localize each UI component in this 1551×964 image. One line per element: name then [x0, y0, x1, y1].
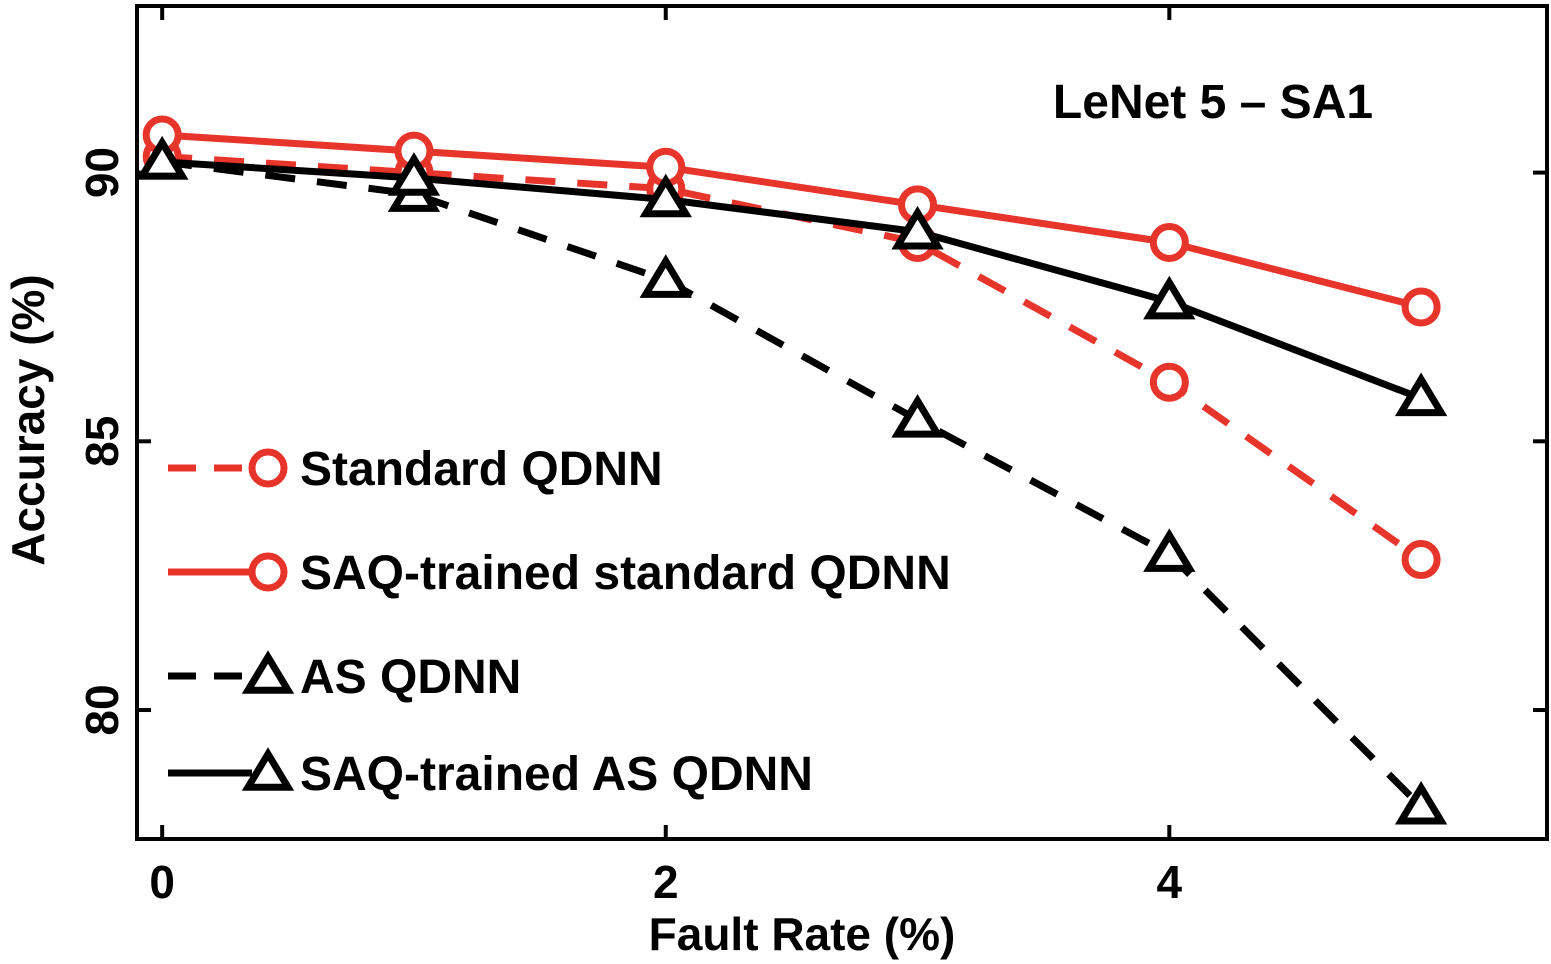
- series-4-point-3: [891, 205, 944, 250]
- series-3-point-3: [891, 394, 944, 438]
- series-2-point-4: [1149, 222, 1189, 262]
- legend-marker-3: [241, 650, 295, 694]
- chart-title: LeNet 5 – SA1: [1053, 76, 1373, 129]
- legend-label-2: SAQ-trained standard QDNN: [300, 547, 951, 600]
- series-1-point-5: [1401, 540, 1441, 580]
- legend-item-1: Standard QDNN: [168, 443, 663, 496]
- series-4-point-4: [1143, 275, 1196, 320]
- legend-marker-2: [248, 552, 288, 592]
- series-layer: [135, 115, 1448, 825]
- x-axis-title: Fault Rate (%): [649, 908, 956, 960]
- legend-item-3: AS QDNN: [168, 650, 521, 704]
- x-tick-label-4: 4: [1157, 856, 1183, 908]
- legend-item-2: SAQ-trained standard QDNN: [168, 547, 951, 600]
- series-2: [142, 115, 1441, 327]
- plot-frame: [135, 4, 1549, 841]
- series-3-point-4: [1143, 528, 1196, 572]
- x-tick-label-2: 2: [653, 856, 679, 908]
- series-4-point-2: [639, 173, 692, 218]
- series-4: [135, 136, 1448, 417]
- series-1: [142, 136, 1441, 580]
- series-3-line: [161, 158, 1424, 810]
- series-4-point-0: [135, 136, 189, 180]
- legend-marker-1: [248, 448, 288, 488]
- series-4-point-1: [387, 152, 441, 196]
- legend-label-4: SAQ-trained AS QDNN: [300, 748, 813, 801]
- legend-marker-4: [241, 747, 295, 791]
- x-tick-label-0: 0: [149, 856, 175, 908]
- series-3-point-5: [1394, 780, 1448, 825]
- series-2-point-5: [1401, 287, 1441, 327]
- legend-label-1: Standard QDNN: [300, 443, 663, 496]
- axis-ticks: 0 2 4 80 85 90: [76, 6, 1547, 908]
- y-tick-label-85: 85: [76, 416, 128, 467]
- legend-item-4: SAQ-trained AS QDNN: [168, 747, 813, 801]
- y-axis-title: Accuracy (%): [2, 274, 54, 565]
- legend: Standard QDNN SAQ-trained standard QDNN AS…: [168, 443, 951, 801]
- series-4-line: [161, 158, 1423, 402]
- series-3-point-2: [639, 254, 692, 298]
- y-tick-label-80: 80: [76, 684, 128, 735]
- series-4-point-5: [1394, 372, 1448, 417]
- legend-label-3: AS QDNN: [300, 651, 521, 704]
- series-2-line: [161, 131, 1422, 311]
- series-1-point-4: [1149, 362, 1189, 402]
- y-tick-label-90: 90: [76, 147, 128, 198]
